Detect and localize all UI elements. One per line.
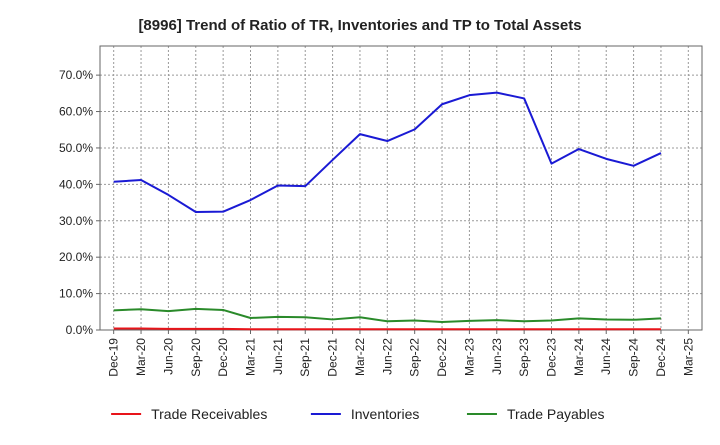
y-axis: 0.0% 10.0% 20.0% 30.0% 40.0% 50.0% 60.0% 70.0% [59,68,100,337]
x-tick-label: Mar-20 [134,338,148,376]
x-tick-label: Dec-21 [326,338,340,377]
series-line-trade-receivables [113,327,661,331]
y-tick-label: 40.0% [59,177,93,191]
x-tick-label: Mar-24 [572,338,586,376]
legend-item-trade-payables: Trade Payables [466,406,605,422]
x-tick-label: Sep-22 [408,338,422,377]
x-tick-label: Sep-21 [298,338,312,377]
y-tick-label: 70.0% [59,68,93,82]
x-tick-label: Sep-24 [627,338,641,377]
x-tick-label: Sep-20 [189,338,203,377]
x-tick-label: Mar-23 [462,338,476,376]
x-tick-label: Mar-21 [244,338,258,376]
x-axis: Dec-19 Mar-20 Jun-20 Sep-20 Dec-20 Mar-21 Jun-… [107,330,695,377]
series-line-inventories [113,91,662,214]
chart-title: [8996] Trend of Ratio of TR, Inventories… [138,17,581,34]
x-tick-label: Jun-21 [271,338,285,375]
x-tick-label: Jun-20 [161,338,175,375]
x-tick-label: Jun-24 [599,338,613,375]
y-tick-label: 0.0% [66,323,94,337]
plot-area [99,45,703,331]
legend-item-trade-receivables: Trade Receivables [111,406,267,422]
x-tick-label: Dec-24 [654,338,668,377]
x-tick-label: Jun-23 [490,338,504,375]
x-tick-label: Dec-19 [107,338,121,377]
legend-label: Trade Payables [507,406,605,422]
x-tick-label: Mar-22 [353,338,367,376]
x-tick-label: Dec-23 [545,338,559,377]
series-line-trade-payables [113,307,662,323]
y-tick-label: 20.0% [59,250,93,264]
legend-label: Inventories [351,406,419,422]
x-tick-label: Dec-22 [435,338,449,377]
x-tick-label: Sep-23 [517,338,531,377]
legend-label: Trade Receivables [151,406,267,422]
series-lines [113,91,662,331]
x-tick-label: Dec-20 [216,338,230,377]
grid [100,46,702,330]
x-tick-label: Mar-25 [681,338,695,376]
y-tick-label: 60.0% [59,105,93,119]
x-tick-label: Jun-22 [380,338,394,375]
y-tick-label: 50.0% [59,141,93,155]
y-tick-label: 30.0% [59,214,93,228]
y-tick-label: 10.0% [59,287,93,301]
legend-item-inventories: Inventories [310,406,419,422]
legend: Trade Receivables Inventories Trade Payabl… [111,406,605,422]
